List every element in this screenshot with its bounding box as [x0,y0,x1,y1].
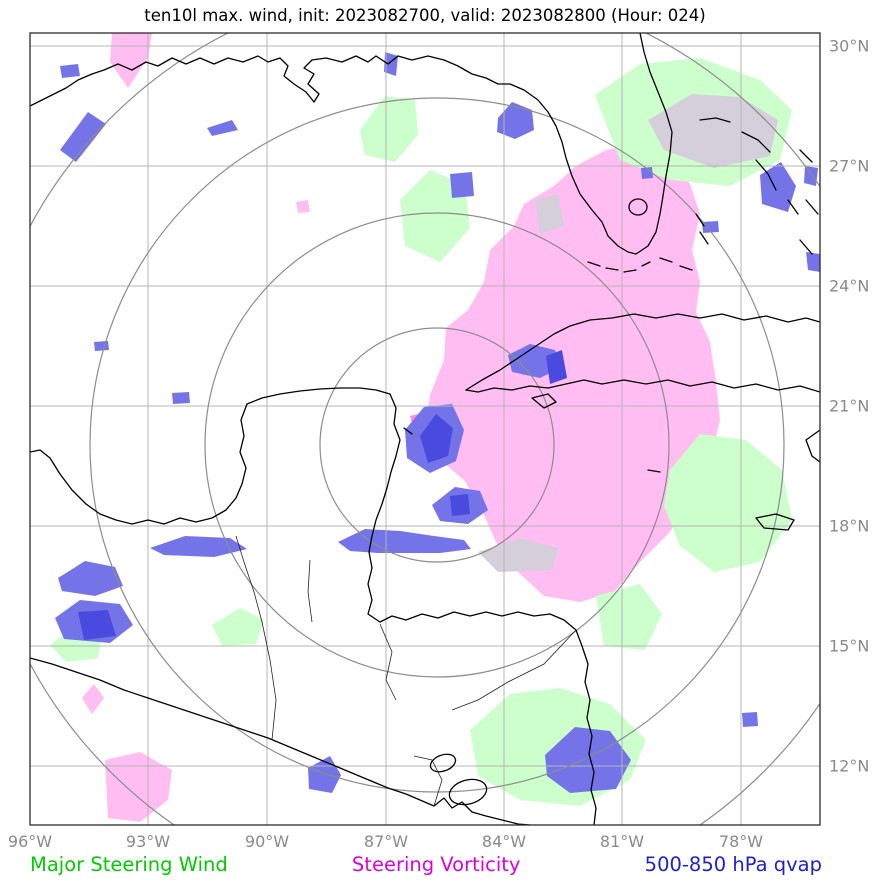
qvap-overlay [55,52,820,793]
lat-tick-18n: 18°N [829,516,870,536]
lon-tick-87w: 87°W [363,832,409,851]
lon-tick-93w: 93°W [125,832,171,851]
lat-tick-27n: 27°N [829,156,870,176]
lon-tick-84w: 84°W [481,832,527,851]
plot-title: ten10l max. wind, init: 2023082700, vali… [144,6,706,25]
map-border [29,32,821,826]
lat-tick-12n: 12°N [829,756,870,776]
lon-tick-78w: 78°W [718,832,764,851]
lat-tick-15n: 15°N [829,636,870,656]
lon-tick-81w: 81°W [599,832,645,851]
lon-tick-96w: 96°W [7,832,53,851]
lat-tick-24n: 24°N [829,276,870,296]
lat-tick-21n: 21°N [829,396,870,416]
legend: Major Steering Wind Steering Vorticity 5… [30,853,822,876]
legend-steering-vorticity: Steering Vorticity [351,853,521,876]
coastlines [30,33,820,825]
lon-tick-90w: 90°W [244,832,290,851]
steering-vorticity-overlay [82,33,720,822]
legend-steering-wind: Major Steering Wind [30,853,228,876]
gray-overlay [478,94,778,572]
grid-lines [30,33,820,825]
lat-tick-30n: 30°N [829,36,870,56]
legend-qvap: 500-850 hPa qvap [644,853,822,876]
